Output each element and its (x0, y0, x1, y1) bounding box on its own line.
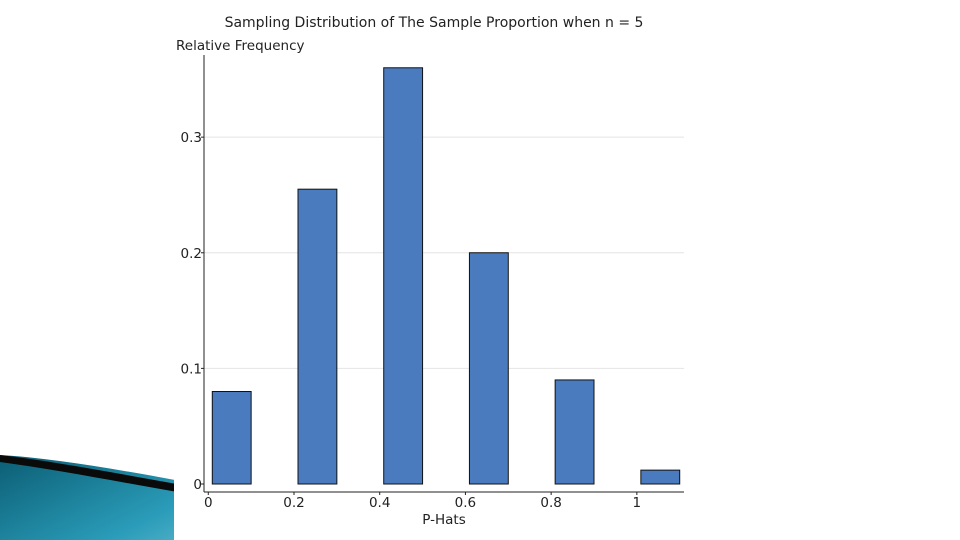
plot-area: 0 0.1 0.2 0.3 0 0.2 0.4 0.6 0.8 1 (181, 55, 684, 511)
x-axis-label: P-Hats (422, 512, 465, 528)
x-tick-label: 0.2 (283, 495, 304, 511)
x-tick-label: 0 (204, 495, 213, 511)
y-tick-label: 0.2 (181, 246, 202, 262)
x-tick-label: 1 (633, 495, 642, 511)
bar (297, 188, 338, 485)
y-axis-label: Relative Frequency (176, 38, 304, 54)
chart-panel (174, 0, 694, 540)
x-tick-label: 0.6 (455, 495, 476, 511)
x-tick-label: 0.4 (369, 495, 390, 511)
y-tick-label: 0.1 (181, 361, 202, 377)
y-tick-label: 0 (193, 477, 202, 493)
chart-title: Sampling Distribution of The Sample Prop… (225, 15, 644, 31)
y-tick-label: 0.3 (181, 130, 202, 146)
bar (468, 252, 509, 485)
bar (554, 379, 595, 485)
bar (383, 67, 424, 485)
bar (640, 469, 681, 485)
bar (211, 391, 252, 485)
x-tick-label: 0.8 (540, 495, 561, 511)
